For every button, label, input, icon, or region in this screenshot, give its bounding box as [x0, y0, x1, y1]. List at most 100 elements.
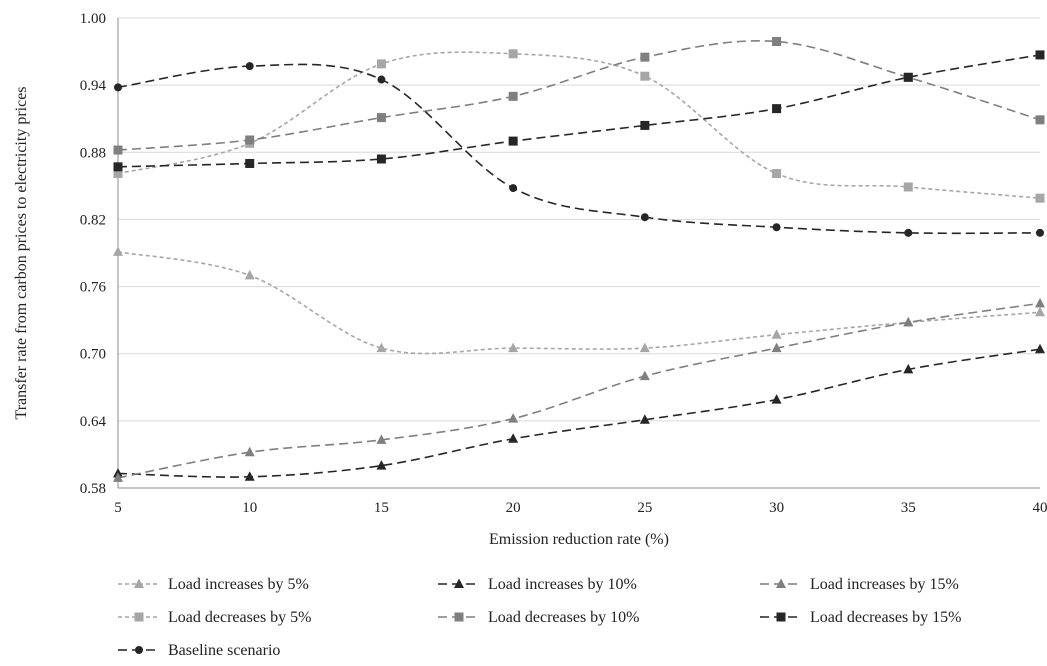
series-4 [113, 37, 1045, 155]
y-tick-label: 0.94 [80, 78, 107, 94]
data-point [113, 472, 123, 482]
legend-label: Load decreases by 5% [168, 609, 312, 626]
x-tick-label: 20 [506, 500, 521, 516]
legend-item: Load decreases by 15% [760, 609, 962, 626]
legend-item: Load increases by 10% [438, 576, 637, 593]
axes [117, 18, 1040, 489]
legend-marker [134, 578, 144, 588]
legend-label: Load decreases by 10% [488, 609, 640, 626]
series-line [117, 51, 1041, 199]
x-tick-label: 15 [374, 500, 389, 516]
legend-marker [134, 612, 144, 622]
data-point [508, 433, 519, 443]
data-point [508, 91, 518, 101]
legend-label: Baseline scenario [168, 642, 280, 659]
legend-label: Load increases by 10% [488, 576, 637, 593]
y-axis-title: Transfer rate from carbon prices to elec… [13, 86, 30, 419]
data-point [376, 113, 386, 123]
series-1 [113, 343, 1045, 481]
x-tick-label: 5 [114, 500, 122, 516]
data-point [1035, 306, 1045, 317]
data-point [639, 342, 650, 353]
data-point [245, 135, 255, 145]
series-5 [113, 50, 1045, 172]
y-tick-label: 0.82 [80, 212, 106, 228]
legend-marker [776, 612, 786, 622]
data-point [903, 363, 914, 374]
data-point [244, 446, 255, 457]
y-tick-label: 0.76 [80, 280, 107, 296]
data-point [640, 213, 649, 222]
data-point [377, 75, 386, 84]
legend-item: Load increases by 5% [118, 576, 309, 593]
data-point [1035, 115, 1045, 125]
data-point [640, 71, 650, 81]
data-point [113, 246, 123, 256]
gridlines [118, 17, 1040, 489]
y-tick-label: 1.00 [80, 11, 106, 27]
series-line [117, 40, 1041, 151]
legend-item: Load decreases by 10% [438, 609, 640, 626]
data-point [903, 72, 913, 82]
legend-marker [454, 612, 464, 622]
legend-marker [776, 578, 786, 588]
series-0 [113, 246, 1045, 355]
data-point [1035, 343, 1045, 354]
data-point [772, 223, 781, 232]
legend-item: Baseline scenario [118, 642, 280, 659]
data-point [508, 342, 519, 353]
x-tick-label: 30 [769, 500, 784, 516]
data-point [639, 370, 650, 381]
data-point [1036, 228, 1044, 237]
data-point [771, 342, 782, 353]
series-line [117, 251, 1041, 355]
y-tick-label: 0.58 [80, 481, 106, 497]
legend-label: Load decreases by 15% [810, 609, 962, 626]
series-group [113, 37, 1045, 482]
series-3 [113, 49, 1045, 203]
legend-label: Load increases by 15% [810, 576, 959, 593]
data-point [244, 269, 255, 280]
legend-item: Load increases by 15% [760, 576, 959, 593]
data-point [904, 228, 913, 237]
y-tick-label: 0.64 [80, 414, 107, 430]
data-point [114, 83, 122, 92]
data-point [245, 62, 254, 71]
data-point [376, 460, 387, 470]
legend-item: Load decreases by 5% [118, 609, 312, 626]
series-line [117, 302, 1041, 479]
data-point [508, 136, 518, 146]
data-point [772, 37, 782, 46]
data-point [508, 49, 518, 59]
tick-labels: 0.58 0.64 0.70 0.76 0.82 0.88 0.94 1.00 5 10 15 20 2… [80, 11, 1047, 516]
x-axis-title: Emission reduction rate (%) [489, 531, 669, 548]
data-point [771, 394, 782, 404]
data-point [113, 145, 123, 155]
data-point [771, 329, 782, 339]
series-6 [114, 62, 1044, 237]
x-tick-label: 40 [1033, 500, 1047, 516]
legend: Load increases by 5% Load increases by 10… [118, 576, 962, 659]
series-line [117, 63, 1041, 235]
data-point [1035, 193, 1045, 203]
legend-marker [454, 578, 464, 588]
legend-marker [135, 646, 143, 654]
data-point [772, 104, 782, 114]
data-point [509, 184, 518, 193]
data-point [244, 471, 255, 481]
data-point [772, 169, 782, 179]
data-point [376, 342, 387, 353]
data-point [113, 162, 123, 172]
x-tick-label: 10 [242, 500, 257, 516]
data-point [640, 52, 650, 62]
data-point [640, 120, 650, 130]
data-point [245, 158, 255, 168]
data-point [639, 414, 650, 424]
data-point [1035, 50, 1045, 60]
data-point [376, 154, 386, 164]
series-line [117, 54, 1041, 168]
y-tick-label: 0.88 [80, 145, 106, 161]
data-point [903, 182, 913, 192]
x-tick-label: 35 [901, 500, 916, 516]
